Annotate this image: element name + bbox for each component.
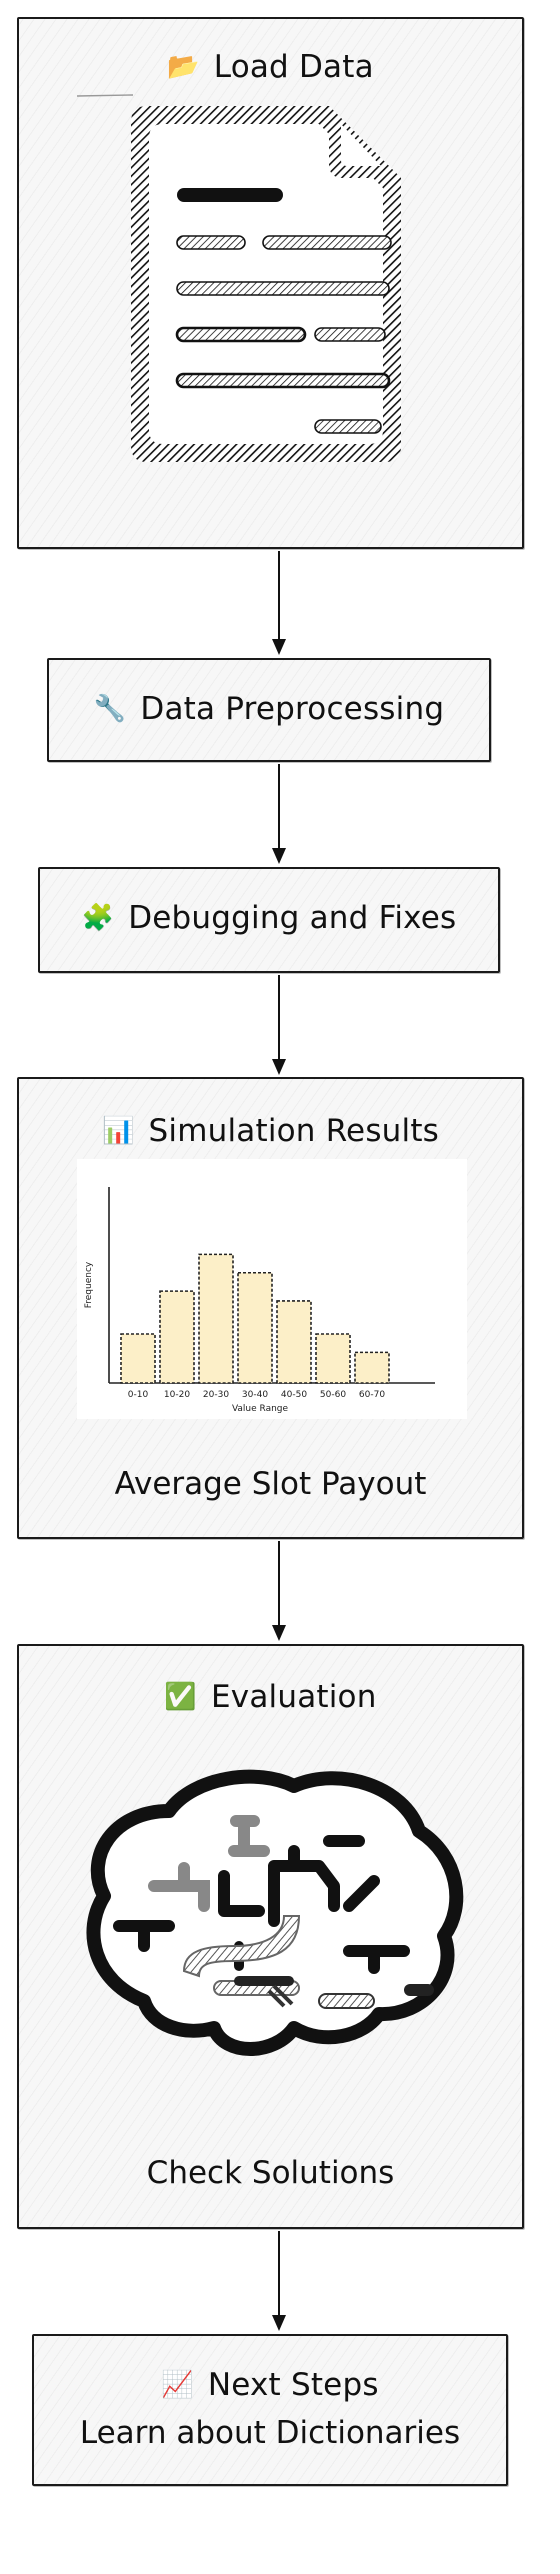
histogram-bar-40-50 [276, 1300, 312, 1384]
histogram-bar-10-20 [159, 1290, 195, 1384]
x-tick-label: 60-70 [359, 1390, 385, 1400]
flow-arrow-3 [272, 975, 286, 1075]
histogram-card: Frequency Value Range 0-10 10-20 20-30 30-4… [77, 1159, 467, 1419]
flow-arrow-4 [272, 1541, 286, 1641]
node-data-preprocessing-title: 🔧 Data Preprocessing [49, 691, 489, 727]
bar-chart-icon: 📊 [101, 1116, 135, 1146]
node-next-steps-caption: Learn about Dictionaries [79, 2415, 461, 2451]
brain-icon [86, 1769, 464, 2056]
node-data-preprocessing-label: Data Preprocessing [140, 691, 445, 727]
node-load-data: 📂 Load Data [17, 17, 524, 549]
histogram-bar-50-60 [315, 1333, 351, 1384]
node-simulation-caption: Average Slot Payout [114, 1466, 427, 1502]
node-evaluation-label: Evaluation [211, 1679, 377, 1715]
decorative-stroke [77, 94, 134, 97]
histogram-bar-30-40 [237, 1271, 273, 1384]
node-simulation-label: Simulation Results [148, 1113, 440, 1149]
document-icon [131, 106, 401, 462]
flow-arrow-1 [272, 551, 286, 655]
node-next-steps-title: 📈 Next Steps [34, 2367, 506, 2403]
y-axis-label: Frequency [84, 1261, 94, 1308]
x-axis-label: Value Range [232, 1404, 289, 1414]
histogram-bar-0-10 [120, 1333, 156, 1384]
node-next-steps-label: Next Steps [207, 2367, 379, 2403]
node-debugging-label: Debugging and Fixes [128, 900, 457, 936]
node-debugging-title: 🧩 Debugging and Fixes [40, 900, 498, 936]
node-evaluation-title: ✅ Evaluation [19, 1679, 522, 1715]
node-load-data-title: 📂 Load Data [19, 49, 522, 85]
check-mark-icon: ✅ [164, 1682, 197, 1712]
x-tick-label: 10-20 [164, 1390, 190, 1400]
node-debugging-and-fixes: 🧩 Debugging and Fixes [38, 867, 500, 973]
x-tick-label: 30-40 [242, 1390, 268, 1400]
x-tick-label: 40-50 [281, 1390, 307, 1400]
histogram-bar-60-70 [354, 1351, 390, 1384]
x-tick-label: 50-60 [320, 1390, 346, 1400]
histogram-bar-20-30 [198, 1253, 234, 1384]
flow-arrow-2 [272, 764, 286, 864]
node-load-data-label: Load Data [213, 49, 374, 85]
node-next-steps: 📈 Next Steps Learn about Dictionaries [32, 2334, 508, 2486]
node-simulation-title: 📊 Simulation Results [19, 1113, 522, 1149]
folder-icon: 📂 [167, 52, 200, 82]
puzzle-piece-icon: 🧩 [81, 903, 115, 933]
wrench-icon: 🔧 [93, 694, 127, 724]
node-simulation-results: 📊 Simulation Results Frequency Value Rang… [17, 1077, 524, 1539]
node-data-preprocessing: 🔧 Data Preprocessing [47, 658, 491, 762]
histogram-chart: Frequency Value Range 0-10 10-20 20-30 30-4… [84, 1187, 435, 1414]
node-evaluation-caption: Check Solutions [146, 2155, 395, 2191]
node-evaluation: ✅ Evaluation Check Solutions [17, 1644, 524, 2229]
chart-increasing-icon: 📈 [161, 2370, 194, 2400]
x-tick-label: 20-30 [203, 1390, 229, 1400]
x-tick-label: 0-10 [128, 1390, 149, 1400]
flow-arrow-5 [272, 2231, 286, 2331]
